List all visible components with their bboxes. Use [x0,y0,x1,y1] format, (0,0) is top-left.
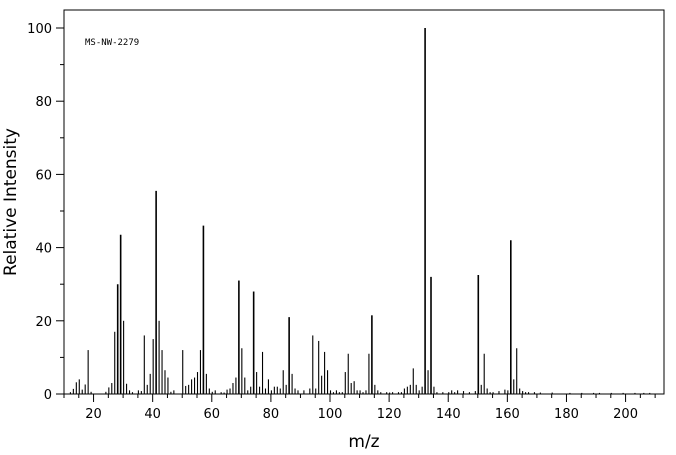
y-tick-label: 40 [35,242,52,257]
y-tick-label: 100 [27,22,52,37]
spectrum-code-label: MS-NW-2279 [85,38,139,48]
y-tick-label: 20 [35,315,52,330]
plot-frame [63,9,665,395]
y-tick-label: 0 [44,388,52,403]
x-tick-label: 140 [436,407,461,422]
y-axis-ticks: 0 20 40 60 80 100 [27,22,64,403]
x-tick-label: 40 [144,407,161,422]
y-axis-title: Relative Intensity [1,128,21,276]
minor-ticks [60,64,656,398]
x-tick-label: 200 [613,407,638,422]
x-tick-label: 100 [318,407,343,422]
x-axis-title: m/z [348,432,379,452]
x-tick-label: 120 [377,407,402,422]
x-axis-ticks: 20 40 60 80 100 120 140 160 180 200 [85,394,638,422]
y-tick-label: 60 [35,168,52,183]
spectrum-peaks [69,28,651,394]
x-tick-label: 60 [204,407,221,422]
x-tick-label: 80 [263,407,280,422]
x-tick-label: 180 [554,407,579,422]
x-tick-label: 20 [85,407,102,422]
x-tick-label: 160 [495,407,520,422]
y-tick-label: 80 [35,95,52,110]
